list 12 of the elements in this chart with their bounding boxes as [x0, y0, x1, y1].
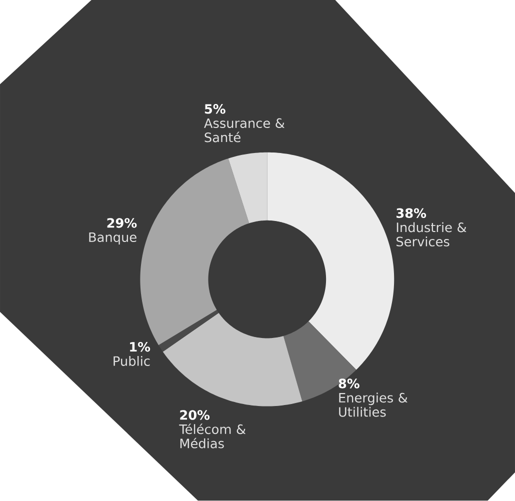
data-label: 5% [204, 104, 226, 114]
slice-label: Assurance & Santé [204, 118, 285, 142]
data-label: 29% [107, 218, 137, 228]
data-label: 38% [396, 208, 426, 218]
slice-label: Télécom & Médias [179, 424, 246, 448]
slice-label: Banque [89, 232, 136, 245]
data-label: 20% [180, 410, 210, 420]
slice-label: Energies & Utilities [339, 392, 408, 417]
data-label: 8% [338, 378, 360, 388]
slice-label: Industrie & Services [396, 222, 466, 247]
data-label: 1% [130, 342, 150, 352]
slice-label: Public [114, 356, 150, 366]
